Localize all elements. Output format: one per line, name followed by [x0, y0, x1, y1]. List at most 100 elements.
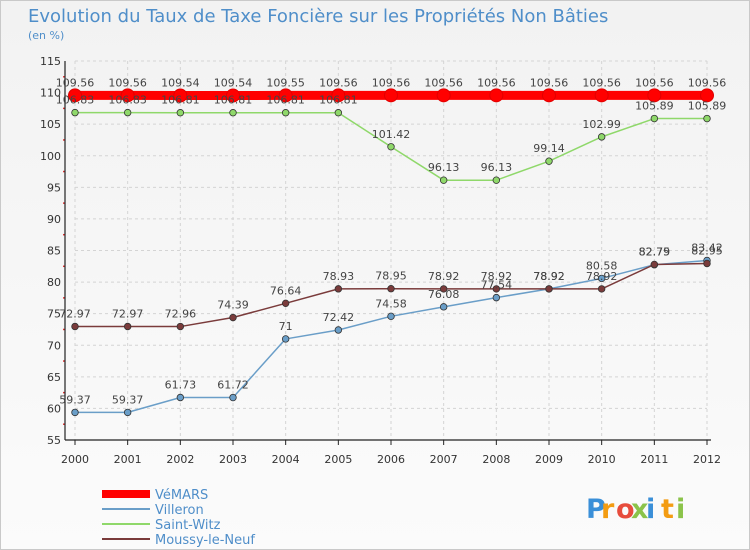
proxiti-logo: Pr oxi t i [586, 494, 685, 525]
data-label: 80.58 [586, 259, 618, 272]
data-point [650, 260, 659, 269]
data-label: 109.56 [108, 76, 147, 89]
data-point [439, 303, 448, 311]
x-tick-label: 2001 [114, 453, 142, 466]
data-point [278, 88, 293, 103]
data-point [650, 114, 659, 123]
y-tick-label: 100 [40, 150, 61, 163]
data-point [71, 408, 79, 417]
data-point [597, 285, 606, 293]
data-point [439, 285, 448, 293]
data-label: 109.56 [56, 76, 95, 89]
data-point [384, 88, 398, 103]
y-tick-label: 85 [47, 245, 61, 258]
data-point [492, 293, 501, 302]
data-labels: 109.56 109.56 109.54 109.54 109.55 109.56 109.… [56, 76, 727, 406]
axes: 55 60 65 70 75 80 85 90 95 100 105 110 115 2000 2001 20… [40, 55, 721, 466]
data-label: 106.81 [214, 94, 253, 107]
logo-letter: o [616, 494, 635, 525]
data-label: 78.92 [481, 270, 513, 283]
data-point [176, 109, 185, 117]
data-point [545, 285, 553, 293]
x-tick-label: 2010 [588, 453, 616, 466]
y-tick-label: 65 [47, 371, 61, 384]
data-label: 105.89 [635, 100, 674, 113]
data-point [68, 88, 82, 103]
y-tick-label: 115 [40, 55, 61, 68]
data-label: 78.93 [323, 270, 355, 283]
y-tick-label: 95 [47, 181, 61, 194]
series-group [68, 88, 714, 417]
logo-letter: i [646, 494, 655, 525]
logo-letter: t [661, 494, 674, 525]
data-label: 105.89 [688, 100, 727, 113]
data-point [71, 322, 79, 331]
data-point [331, 88, 346, 103]
data-label: 74.39 [217, 299, 249, 312]
y-tick-label: 55 [47, 434, 61, 447]
data-label: 78.92 [533, 270, 565, 283]
chart-title: Evolution du Taux de Taxe Foncière sur l… [28, 6, 608, 27]
y-tick-label: 75 [47, 308, 61, 321]
x-tick-label: 2005 [324, 453, 352, 466]
x-tick-label: 2006 [377, 453, 405, 466]
data-label: 83.42 [691, 241, 723, 254]
y-tick-label: 80 [47, 276, 61, 289]
data-point [176, 393, 185, 402]
data-point [492, 285, 501, 293]
data-point [597, 133, 606, 141]
data-label: 102.99 [582, 118, 621, 131]
x-tick-label: 2009 [535, 453, 563, 466]
data-point [173, 88, 188, 103]
x-tick-label: 2002 [166, 453, 194, 466]
data-point [489, 88, 504, 103]
data-label: 109.56 [530, 76, 569, 89]
data-point [334, 326, 343, 334]
data-label: 109.55 [266, 76, 305, 89]
data-label: 78.95 [375, 270, 407, 283]
data-label: 59.37 [112, 393, 144, 406]
data-label: 99.14 [533, 142, 565, 155]
y-tick-label: 90 [47, 213, 61, 226]
x-tick-label: 2003 [219, 453, 247, 466]
data-point [700, 88, 714, 103]
data-label: 61.73 [165, 378, 197, 391]
data-point [176, 322, 185, 331]
logo-letter: P [586, 494, 606, 525]
data-label: 109.54 [214, 76, 253, 89]
data-label: 106.83 [108, 94, 147, 107]
data-point [542, 88, 556, 103]
legend-label: Villeron [155, 503, 204, 518]
data-label: 76.08 [428, 288, 460, 301]
data-label: 72.97 [112, 307, 144, 320]
y-tick-label: 70 [47, 339, 61, 352]
data-label: 109.56 [477, 76, 516, 89]
logo-letter: r [601, 494, 615, 525]
data-point [123, 108, 132, 117]
y-tick-label: 110 [40, 87, 61, 100]
data-label: 76.64 [270, 284, 302, 297]
data-label: 61.72 [217, 379, 249, 392]
data-label: 109.56 [635, 76, 674, 89]
data-label: 106.83 [56, 94, 95, 107]
data-label: 96.13 [428, 161, 460, 174]
data-label: 59.37 [59, 393, 91, 406]
y-tick-label: 105 [40, 118, 61, 131]
data-label: 101.42 [372, 128, 411, 141]
x-tick-label: 2011 [640, 453, 668, 466]
logo-letter: x [631, 494, 648, 525]
x-tick-label: 2007 [430, 453, 458, 466]
data-label: 109.56 [319, 76, 358, 89]
data-label: 78.92 [428, 270, 460, 283]
data-label: 71 [279, 320, 293, 333]
data-point [71, 108, 79, 117]
data-label: 78.92 [533, 270, 565, 283]
data-label: 109.56 [582, 76, 621, 89]
data-label: 74.58 [375, 297, 407, 310]
data-point [594, 88, 609, 103]
data-point [281, 299, 290, 308]
data-point [281, 109, 290, 117]
legend-label: Saint-Witz [155, 518, 221, 533]
data-point [492, 176, 501, 184]
data-label: 82.75 [639, 246, 671, 259]
